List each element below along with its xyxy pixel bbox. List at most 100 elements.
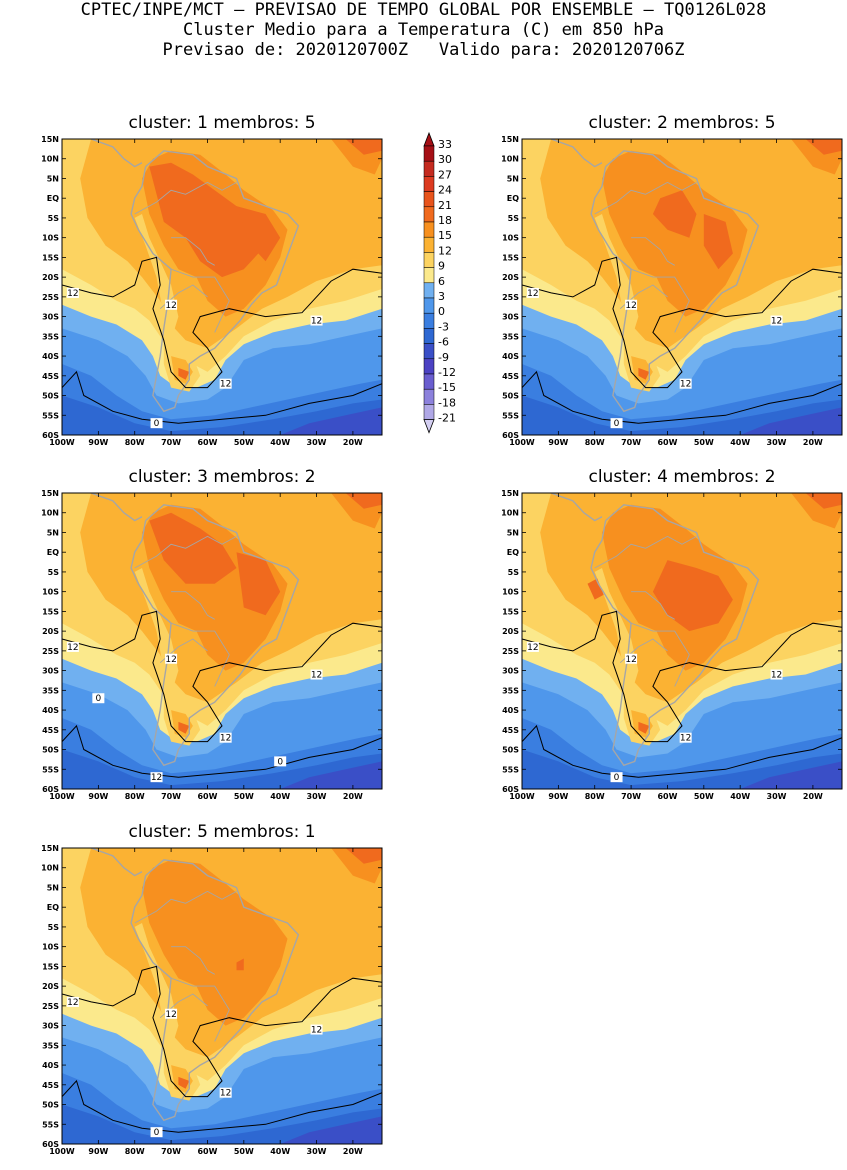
contour-label: 12	[527, 643, 538, 653]
lat-tick-label: 50S	[42, 746, 59, 755]
contour-label: 12	[311, 1026, 322, 1036]
legend-swatch	[423, 176, 435, 192]
lat-tick-label: 5S	[48, 214, 60, 223]
legend-swatch	[423, 328, 435, 344]
legend-level-label: 33	[438, 138, 452, 151]
contour-label: 12	[680, 380, 691, 390]
contour-label: 12	[680, 734, 691, 744]
legend-level-label: 18	[438, 214, 452, 227]
lat-tick-label: 35S	[502, 686, 519, 695]
map-panel-cluster-4: cluster: 4 membros: 2 12 12 12 12 0 15N 10N 5N EQ…	[490, 466, 847, 806]
contour-label: 12	[165, 1010, 176, 1020]
contour-label: 0	[614, 773, 620, 783]
lat-tick-label: 15N	[41, 489, 59, 498]
panel-title: cluster: 2 membros: 5	[588, 113, 775, 133]
lon-tick-label: 100W	[49, 792, 75, 801]
lon-tick-label: 50W	[234, 1147, 254, 1156]
lon-tick-label: 60W	[197, 1147, 217, 1156]
legend-level-label: -12	[438, 366, 456, 379]
contour-label: 12	[771, 317, 782, 327]
lat-tick-label: 20S	[502, 273, 519, 282]
legend-swatch	[423, 343, 435, 360]
lat-tick-label: EQ	[47, 903, 59, 912]
lat-tick-label: 10N	[501, 155, 519, 164]
lon-tick-label: 70W	[161, 792, 181, 801]
legend-level-label: -9	[438, 351, 449, 364]
lon-tick-label: 30W	[767, 792, 787, 801]
lat-tick-label: 5S	[508, 214, 520, 223]
lat-tick-label: 20S	[502, 627, 519, 636]
lat-tick-label: 60S	[42, 431, 59, 440]
header-line-1: CPTEC/INPE/MCT – PREVISAO DE TEMPO GLOBA…	[80, 0, 767, 20]
lat-tick-label: 15S	[502, 253, 519, 262]
contour-label: 12	[165, 301, 176, 311]
map-svg: cluster: 4 membros: 2 12 12 12 12 0 15N 10N 5N EQ…	[501, 467, 843, 801]
lon-tick-label: 100W	[49, 438, 75, 447]
lat-tick-label: 5N	[507, 528, 519, 537]
lon-tick-label: 40W	[270, 438, 290, 447]
lon-tick-label: 80W	[585, 792, 605, 801]
lon-tick-label: 80W	[125, 1147, 145, 1156]
lat-tick-label: 5N	[47, 528, 59, 537]
lon-tick-label: 20W	[343, 1147, 363, 1156]
lat-tick-label: 45S	[502, 726, 519, 735]
lat-tick-label: 40S	[42, 1061, 59, 1070]
lat-tick-label: 35S	[42, 332, 59, 341]
lat-tick-label: EQ	[47, 194, 59, 203]
lon-tick-label: 20W	[343, 438, 363, 447]
lat-tick-label: 50S	[502, 392, 519, 401]
lat-tick-label: 20S	[42, 273, 59, 282]
lat-tick-label: 40S	[42, 352, 59, 361]
legend-arrow-top	[423, 132, 435, 147]
contour-label: 0	[277, 757, 283, 767]
lon-tick-label: 70W	[161, 1147, 181, 1156]
lon-tick-label: 60W	[657, 792, 677, 801]
lon-tick-label: 60W	[197, 792, 217, 801]
lon-tick-label: 20W	[803, 438, 823, 447]
lat-tick-label: 30S	[502, 667, 519, 676]
map-panel-cluster-2: cluster: 2 membros: 5 12 12 12 12 0 15N 10N 5N EQ…	[490, 112, 847, 452]
lat-tick-label: 30S	[42, 667, 59, 676]
legend-swatch	[423, 221, 435, 238]
legend-swatch	[423, 388, 435, 405]
panel-title: cluster: 3 membros: 2	[128, 467, 315, 487]
lon-tick-label: 60W	[657, 438, 677, 447]
lat-tick-label: 10N	[41, 155, 59, 164]
lat-tick-label: 50S	[42, 1101, 59, 1110]
map-svg: cluster: 3 membros: 2 12 12 12 12 12 0 0 15N 10N 5…	[41, 467, 383, 801]
lon-tick-label: 80W	[585, 438, 605, 447]
legend-level-label: 0	[438, 305, 445, 318]
lat-tick-label: 10S	[502, 588, 519, 597]
legend-swatch	[423, 160, 435, 177]
lat-tick-label: EQ	[507, 548, 519, 557]
legend-level-label: 3	[438, 290, 445, 303]
legend-level-label: 21	[438, 199, 452, 212]
legend-level-label: 30	[438, 153, 452, 166]
lon-tick-label: 70W	[161, 438, 181, 447]
legend-level-label: -6	[438, 336, 449, 349]
lat-tick-label: 10N	[41, 509, 59, 518]
lat-tick-label: 25S	[502, 293, 519, 302]
map-panel-cluster-3: cluster: 3 membros: 2 12 12 12 12 12 0 0 15N 10N 5…	[30, 466, 390, 806]
panel-title: cluster: 5 membros: 1	[128, 822, 315, 842]
lat-tick-label: 20S	[42, 627, 59, 636]
contour-label: 12	[220, 380, 231, 390]
contour-label: 0	[614, 419, 620, 429]
legend-swatch	[423, 267, 435, 284]
map-panel-cluster-1: cluster: 1 membros: 5 12 12 12 12 0 15N 10N 5N EQ…	[30, 112, 390, 452]
lon-tick-label: 30W	[767, 438, 787, 447]
lon-tick-label: 40W	[270, 792, 290, 801]
panel-title: cluster: 1 membros: 5	[128, 113, 315, 133]
map-svg: cluster: 1 membros: 5 12 12 12 12 0 15N 10N 5N EQ…	[41, 113, 383, 447]
contour-label: 12	[67, 998, 78, 1008]
lat-tick-label: 5N	[507, 174, 519, 183]
legend-swatch	[423, 373, 435, 390]
lat-tick-label: 60S	[42, 785, 59, 794]
lat-tick-label: 30S	[42, 1022, 59, 1031]
lat-tick-label: 55S	[42, 1120, 59, 1129]
header-line-2: Cluster Medio para a Temperatura (C) em …	[182, 20, 665, 40]
lat-tick-label: 15S	[42, 607, 59, 616]
lat-tick-label: 55S	[42, 411, 59, 420]
lon-tick-label: 30W	[307, 438, 327, 447]
